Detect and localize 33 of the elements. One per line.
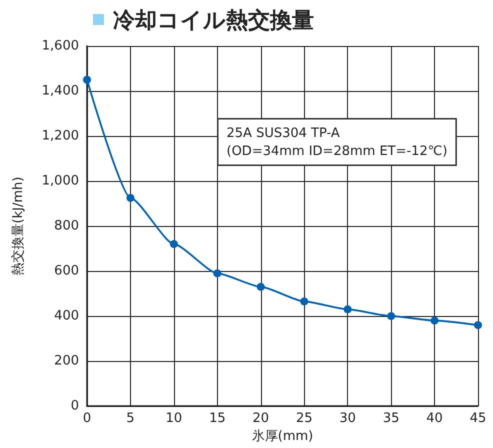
y-axis-title: 熱交換量(kJ/mh) [10, 176, 26, 276]
x-tick-label: 30 [339, 411, 356, 426]
point [213, 269, 222, 278]
y-tick-label: 1,400 [42, 84, 79, 99]
annotation: 25A SUS304 TP-A (OD=34mm ID=28mm ET=-12℃) [226, 126, 448, 159]
y-tick-label: 1,200 [42, 128, 79, 144]
y-tick-label: 600 [54, 264, 79, 279]
point [83, 76, 91, 84]
y-tick-label: 0 [70, 398, 79, 414]
chart-title: 冷却コイル熱交換量 [113, 8, 314, 34]
x-tick-label: 0 [82, 411, 92, 426]
x-tick-label: 40 [426, 411, 443, 426]
x-tick-label: 10 [166, 411, 182, 426]
y-tick-label: 200 [54, 354, 79, 369]
point [430, 316, 439, 325]
x-tick-label: 20 [252, 411, 270, 426]
x-tick-label: 15 [209, 411, 226, 426]
x-axis-title: 氷厚(mm) [252, 429, 314, 444]
point [170, 240, 178, 248]
point [474, 321, 482, 330]
y-tick-label: 1,000 [42, 174, 79, 189]
x-tick-label: 5 [126, 411, 135, 426]
x-tick-label: 25 [296, 411, 312, 426]
point [256, 282, 265, 291]
point [344, 305, 352, 314]
point [387, 312, 396, 320]
y-tick-label: 800 [54, 218, 79, 234]
x-tick-label: 35 [382, 411, 400, 426]
x-tick-label: 45 [470, 411, 486, 426]
point [300, 297, 308, 306]
point [126, 194, 134, 202]
y-tick-label: 1,600 [42, 38, 79, 54]
y-tick-label: 400 [54, 308, 79, 324]
